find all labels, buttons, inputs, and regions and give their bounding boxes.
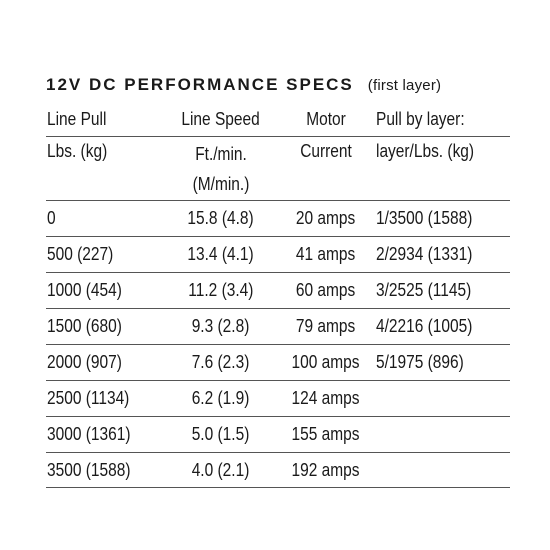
- line-pull-cell: 1000 (454): [47, 280, 122, 300]
- performance-specs-table: 12V DC PERFORMANCE SPECS (first layer) L…: [46, 68, 510, 488]
- header-line-pull: Line Pull: [47, 108, 107, 129]
- table-row: 0 15.8 (4.8) 20 amps 1/3500 (1588): [46, 200, 510, 236]
- table-row: 3000 (1361) 5.0 (1.5) 155 amps: [46, 416, 510, 452]
- line-pull-cell: 2500 (1134): [47, 388, 130, 408]
- motor-current-cell: 41 amps: [296, 244, 356, 264]
- table-row: 2500 (1134) 6.2 (1.9) 124 amps: [46, 380, 510, 416]
- header-line-speed: Line Speed: [181, 108, 261, 129]
- line-pull-cell: 1500 (680): [47, 316, 122, 336]
- pull-by-layer-cell: [376, 417, 510, 452]
- header-row-2: Lbs. (kg) Ft./min. (M/min.) Current laye…: [46, 136, 510, 200]
- line-speed-cell: 13.4 (4.1): [187, 244, 255, 264]
- header-ft-min: Ft./min. (M/min.): [192, 143, 250, 194]
- header-lbs-kg: Lbs. (kg): [47, 141, 108, 161]
- pull-by-layer-cell: 2/2934 (1331): [376, 244, 473, 264]
- table-row: 3500 (1588) 4.0 (2.1) 192 amps: [46, 452, 510, 488]
- motor-current-cell: 124 amps: [292, 388, 360, 408]
- line-speed-cell: 11.2 (3.4): [188, 280, 254, 300]
- pull-by-layer-cell: 5/1975 (896): [376, 352, 464, 372]
- line-pull-cell: 2000 (907): [47, 352, 122, 372]
- motor-current-cell: 79 amps: [296, 316, 356, 336]
- pull-by-layer-cell: [376, 381, 510, 416]
- pull-by-layer-cell: 3/2525 (1145): [376, 280, 472, 300]
- header-motor: Motor: [306, 108, 346, 129]
- table-row: 1000 (454) 11.2 (3.4) 60 amps 3/2525 (1145): [46, 272, 510, 308]
- table-row: 500 (227) 13.4 (4.1) 41 amps 2/2934 (1331): [46, 236, 510, 272]
- pull-by-layer-cell: 1/3500 (1588): [376, 208, 473, 228]
- motor-current-cell: 60 amps: [296, 280, 356, 300]
- motor-current-cell: 155 amps: [292, 424, 360, 444]
- header-layer-lbs-kg: layer/Lbs. (kg): [376, 141, 475, 161]
- table-title: 12V DC PERFORMANCE SPECS (first layer): [46, 68, 510, 102]
- line-speed-cell: 5.0 (1.5): [192, 424, 250, 444]
- header-current: Current: [300, 141, 352, 161]
- motor-current-cell: 192 amps: [292, 459, 360, 480]
- line-speed-cell: 4.0 (2.1): [192, 459, 250, 480]
- title-main: 12V DC PERFORMANCE SPECS: [46, 75, 354, 94]
- data-rows: 0 15.8 (4.8) 20 amps 1/3500 (1588) 500 (227)…: [46, 200, 510, 488]
- title-sub: (first layer): [367, 76, 442, 94]
- line-speed-cell: 7.6 (2.3): [192, 352, 250, 372]
- line-speed-cell: 9.3 (2.8): [192, 316, 250, 336]
- pull-by-layer-cell: [376, 453, 510, 487]
- line-pull-cell: 3500 (1588): [47, 459, 131, 480]
- line-pull-cell: 3000 (1361): [47, 424, 131, 444]
- line-pull-cell: 500 (227): [47, 244, 114, 264]
- header-row-1: Line Pull Line Speed Motor Pull by layer…: [46, 102, 510, 136]
- table-row: 2000 (907) 7.6 (2.3) 100 amps 5/1975 (896): [46, 344, 510, 380]
- motor-current-cell: 100 amps: [292, 352, 360, 372]
- table-row: 1500 (680) 9.3 (2.8) 79 amps 4/2216 (1005): [46, 308, 510, 344]
- motor-current-cell: 20 amps: [296, 208, 356, 228]
- line-pull-cell: 0: [47, 208, 56, 228]
- line-speed-cell: 15.8 (4.8): [187, 208, 255, 228]
- line-speed-cell: 6.2 (1.9): [192, 388, 250, 408]
- pull-by-layer-cell: 4/2216 (1005): [376, 316, 473, 336]
- header-pull-by-layer: Pull by layer:: [376, 108, 465, 129]
